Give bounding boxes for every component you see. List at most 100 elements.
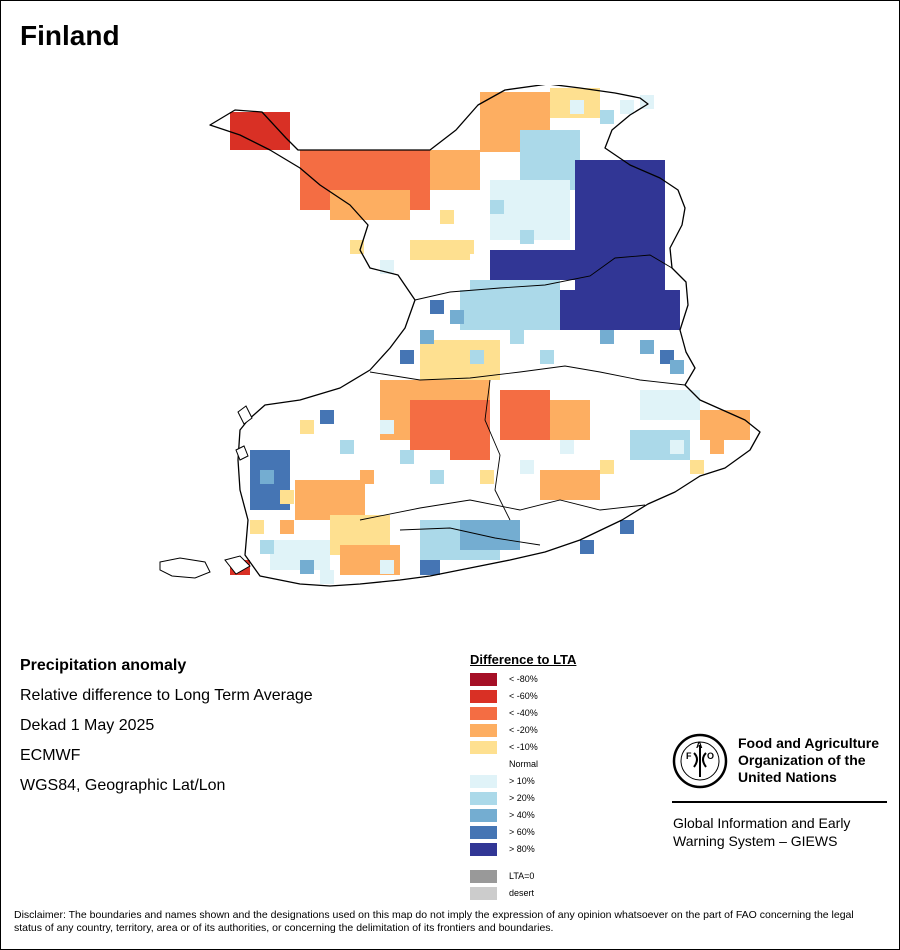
anomaly-cell — [430, 470, 444, 484]
anomaly-cell — [410, 240, 470, 260]
legend-label: < -10% — [509, 742, 538, 752]
legend-title: Difference to LTA — [470, 652, 577, 667]
anomaly-cell — [560, 290, 680, 330]
anomaly-cell — [470, 350, 484, 364]
anomaly-cell — [400, 450, 414, 464]
anomaly-cell — [380, 560, 394, 574]
legend-swatch — [470, 809, 497, 822]
legend-swatch — [470, 843, 497, 856]
legend-label: < -80% — [509, 674, 538, 684]
anomaly-cell — [260, 540, 274, 554]
anomaly-cell — [460, 280, 560, 330]
anomaly-cell — [510, 330, 524, 344]
anomaly-cell — [640, 340, 654, 354]
legend-swatch — [470, 741, 497, 754]
anomaly-cell — [540, 470, 600, 500]
anomaly-cell — [490, 200, 504, 214]
anomaly-cell — [560, 440, 574, 454]
anomaly-cell — [420, 330, 434, 344]
anomaly-cell — [320, 410, 334, 424]
region-boundary-south — [359, 499, 646, 521]
anomaly-cell — [700, 410, 750, 440]
anomaly-cell — [600, 110, 614, 124]
svg-text:F: F — [686, 751, 692, 761]
anomaly-cell — [295, 480, 365, 520]
legend-label: > 40% — [509, 810, 535, 820]
anomaly-cell — [430, 150, 480, 190]
anomaly-cell — [540, 350, 554, 364]
aland-islands — [159, 557, 211, 579]
anomaly-cell — [690, 460, 704, 474]
legend-label: < -60% — [509, 691, 538, 701]
region-boundary-central — [369, 365, 686, 386]
region-boundary-north — [414, 254, 673, 301]
legend-label: Normal — [509, 759, 539, 769]
legend-swatch — [470, 792, 497, 805]
anomaly-cell — [300, 560, 314, 574]
region-boundary-inner — [399, 527, 541, 546]
legend-label: desert — [509, 888, 535, 898]
disclaimer: Disclaimer: The boundaries and names sho… — [14, 909, 854, 934]
anomaly-cell — [600, 330, 614, 344]
anomaly-cell — [470, 220, 484, 234]
legend-label: < -40% — [509, 708, 538, 718]
fao-name-line-2: Organization of the — [738, 752, 866, 768]
legend-swatch — [470, 707, 497, 720]
legend-label: > 80% — [509, 844, 535, 854]
anomaly-cell — [380, 260, 394, 274]
anomaly-cell — [460, 240, 474, 254]
anomaly-cell — [260, 470, 274, 484]
anomaly-cell — [575, 160, 665, 290]
west-coast-islets — [235, 405, 253, 461]
anomaly-cell — [490, 250, 575, 280]
legend-swatch — [470, 870, 497, 883]
info-line-2: Dekad 1 May 2025 — [20, 717, 155, 734]
legend-label: > 20% — [509, 793, 535, 803]
anomaly-cell — [670, 360, 684, 374]
giews-line-1: Global Information and Early — [673, 815, 851, 831]
legend-label: LTA=0 — [509, 871, 535, 881]
legend-label: > 60% — [509, 827, 535, 837]
anomaly-cell — [520, 230, 534, 244]
info-line-1: Relative difference to Long Term Average — [20, 687, 313, 704]
legend-swatch — [470, 724, 497, 737]
anomaly-cell — [340, 440, 354, 454]
anomaly-cell — [280, 520, 294, 534]
anomaly-cell — [460, 520, 520, 550]
anomaly-cell — [670, 440, 684, 454]
legend-label: < -20% — [509, 725, 538, 735]
anomaly-cell — [320, 570, 334, 584]
anomaly-cell — [440, 210, 454, 224]
fao-name: Food and Agriculture Organization of the… — [738, 735, 879, 786]
anomaly-cell — [600, 460, 614, 474]
precipitation-anomaly-map — [159, 85, 761, 587]
anomaly-cell — [520, 460, 534, 474]
anomaly-cell — [640, 390, 700, 420]
info-heading: Precipitation anomaly — [20, 657, 187, 674]
anomaly-cell — [640, 95, 654, 109]
fao-name-line-1: Food and Agriculture — [738, 735, 880, 751]
anomaly-cell — [360, 470, 374, 484]
region-boundary-east — [484, 379, 511, 521]
anomaly-cell — [570, 100, 584, 114]
anomaly-cell — [330, 190, 410, 220]
anomaly-cell — [430, 300, 444, 314]
legend-swatch — [470, 887, 497, 900]
fao-name-line-3: United Nations — [738, 769, 837, 785]
legend-swatch — [470, 826, 497, 839]
finland-outline — [209, 85, 761, 587]
giews-name: Global Information and Early Warning Sys… — [673, 814, 850, 850]
anomaly-cell — [400, 350, 414, 364]
anomaly-cell — [500, 390, 550, 440]
fao-emblem-icon: F A O — [672, 733, 728, 789]
anomaly-cell — [420, 340, 500, 380]
anomaly-cell — [640, 460, 654, 474]
divider — [672, 801, 887, 803]
anomaly-cell — [550, 400, 590, 440]
map-title: Finland — [20, 20, 120, 51]
anomaly-cell — [620, 520, 634, 534]
info-line-4: WGS84, Geographic Lat/Lon — [20, 777, 226, 794]
legend-label: > 10% — [509, 776, 535, 786]
archipelago-islands — [224, 555, 251, 575]
anomaly-cell — [280, 490, 294, 504]
